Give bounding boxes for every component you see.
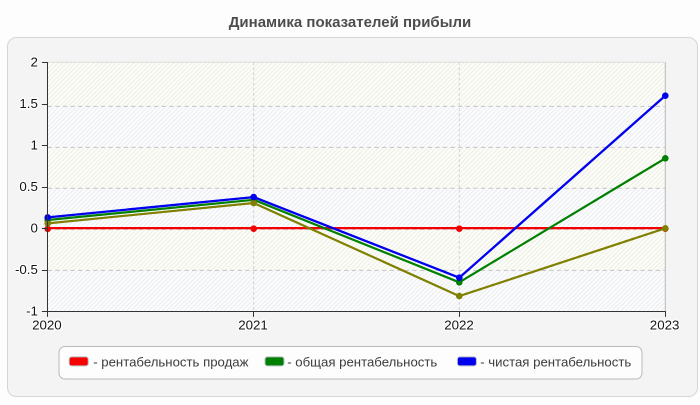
- svg-text:- рентабельность продаж: - рентабельность продаж: [93, 354, 248, 369]
- svg-text:-0.5: -0.5: [15, 262, 38, 277]
- svg-text:1: 1: [30, 138, 37, 153]
- svg-text:2: 2: [30, 54, 37, 69]
- svg-text:- чистая рентабельность: - чистая рентабельность: [480, 354, 631, 369]
- svg-text:0: 0: [30, 221, 37, 236]
- svg-text:2022: 2022: [444, 317, 474, 332]
- svg-text:-1: -1: [26, 304, 38, 319]
- svg-text:0.5: 0.5: [19, 179, 38, 194]
- svg-text:Динамика показателей прибыли: Динамика показателей прибыли: [229, 14, 472, 31]
- svg-text:2023: 2023: [650, 317, 680, 332]
- svg-text:1.5: 1.5: [19, 96, 38, 111]
- svg-text:- общая рентабельность: - общая рентабельность: [287, 354, 437, 369]
- svg-text:2021: 2021: [238, 317, 268, 332]
- svg-text:2020: 2020: [32, 317, 62, 332]
